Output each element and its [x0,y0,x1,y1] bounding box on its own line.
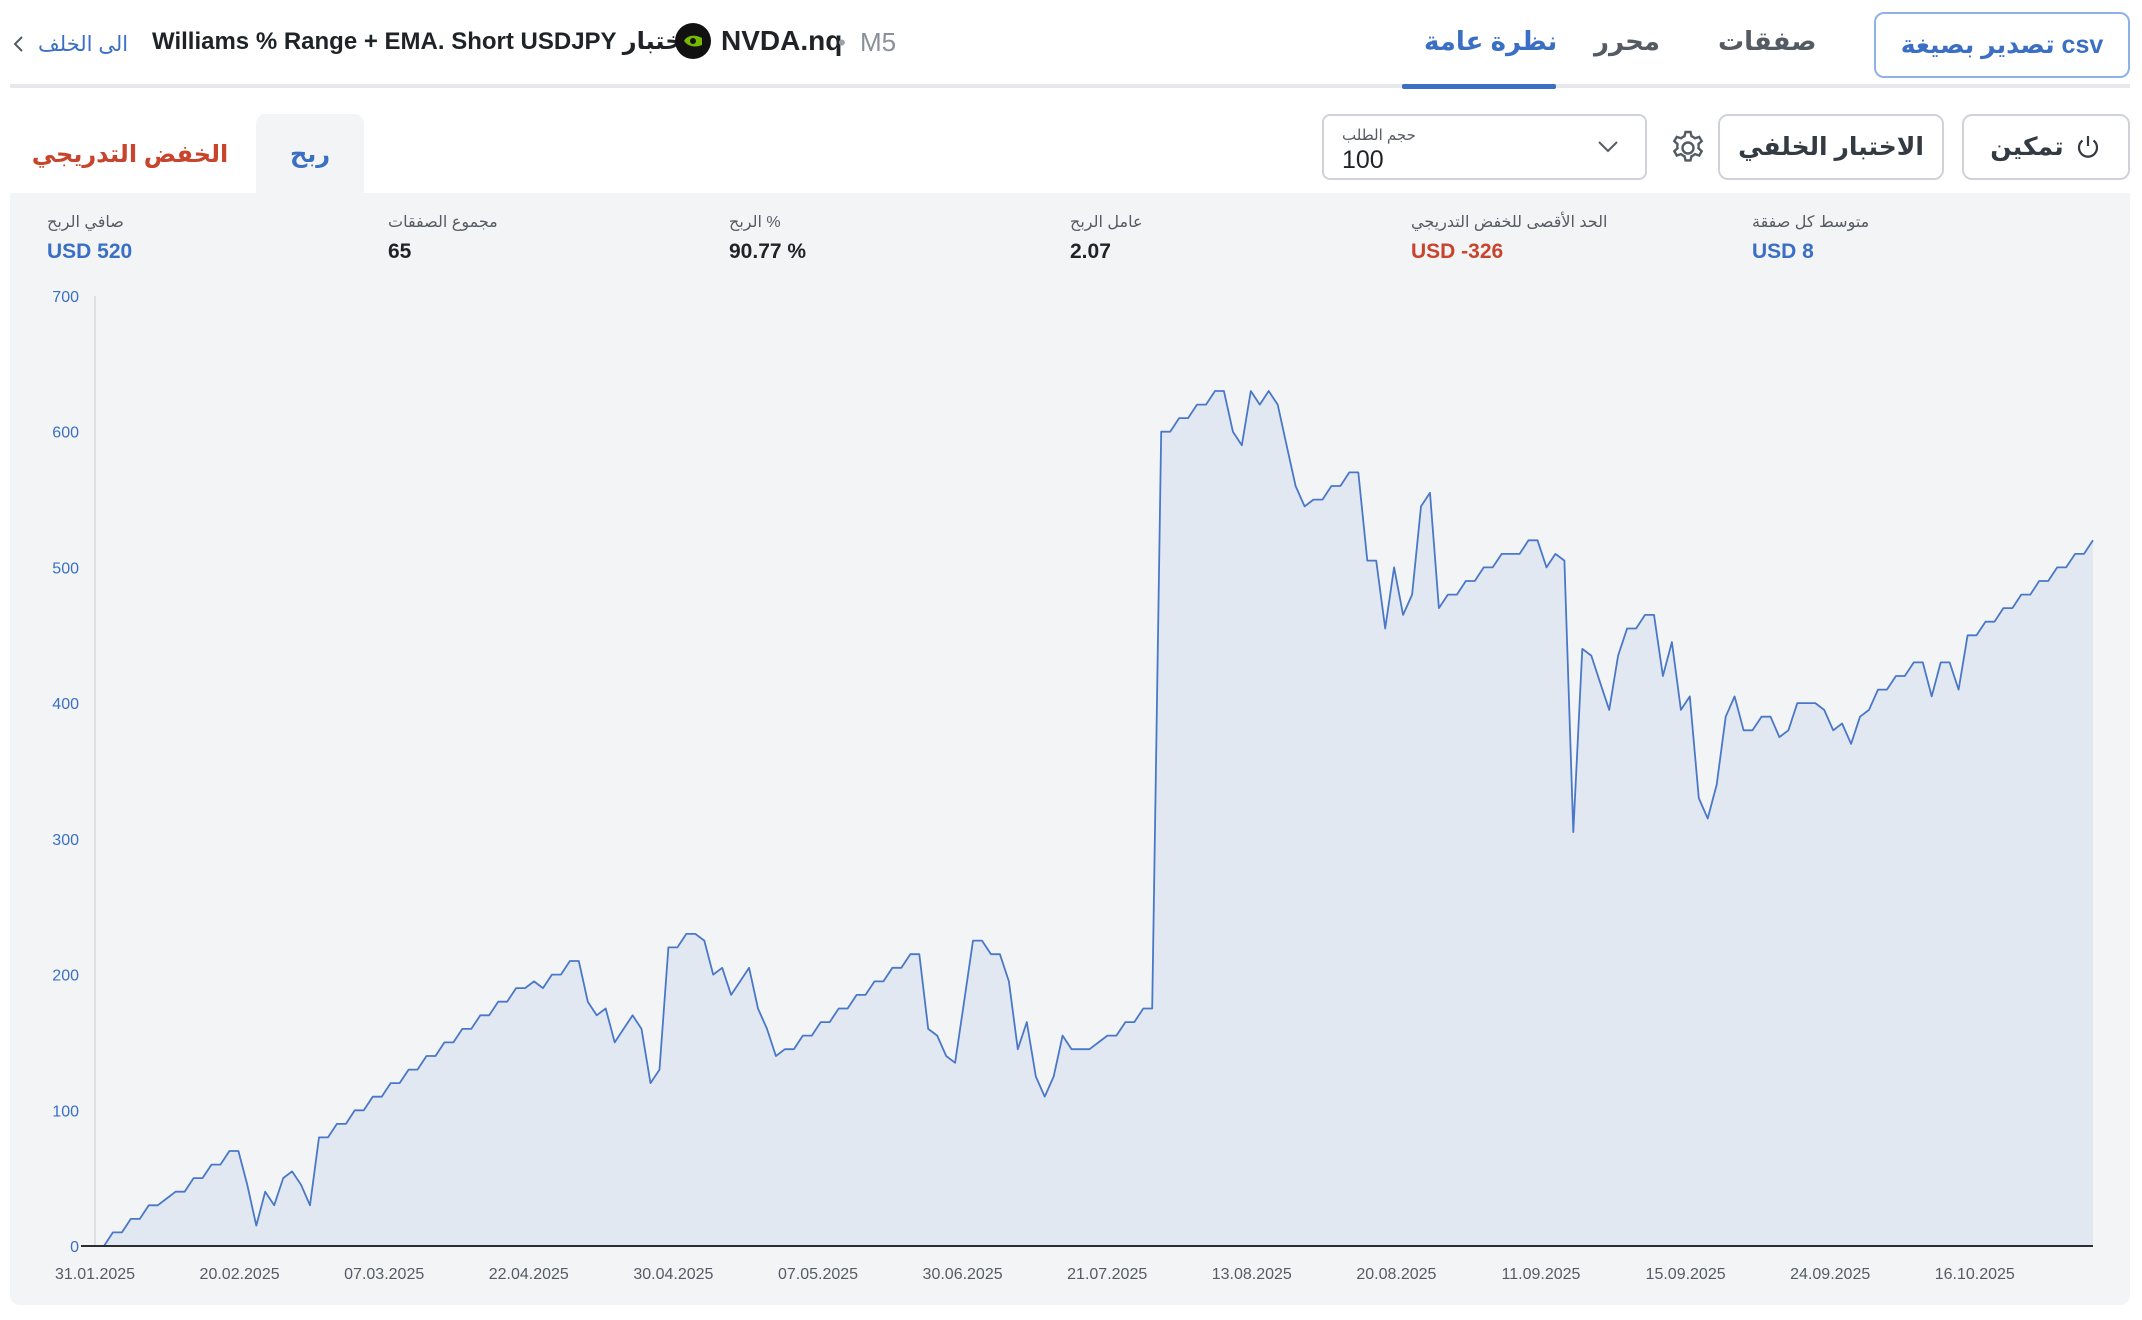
active-tab-indicator [1402,84,1556,89]
y-tick-label: 200 [52,968,79,985]
order-size-value: 100 [1342,146,1384,174]
enable-button[interactable]: تمكين [1962,114,2130,180]
stat-avg-trade: متوسط كل صفقة USD 8 [1752,212,1869,264]
stat-value: 65 [388,240,412,263]
stat-net-profit: صافي الربح USD 520 [47,212,132,264]
back-link[interactable]: الى الخلف [10,28,128,60]
stat-total-trades: مجموع الصفقات 65 [388,212,498,264]
stat-label: عامل الربح [1070,214,1143,231]
stat-value: 90.77 % [729,240,807,263]
subtab-drawdown[interactable]: الخفض التدريجي [31,140,229,168]
profit-line [95,390,2094,1247]
stat-label: صافي الربح [47,214,124,231]
x-tick-label: 22.04.2025 [489,1266,569,1283]
symbol-name: NVDA.nq [721,25,843,56]
stat-max-drawdown: الحد الأقصى للخفض التدريجي USD -326 [1411,212,1607,264]
tab-overview[interactable]: نظرة عامة [1424,26,1558,56]
backtest-label: الاختبار الخلفي [1738,133,1924,161]
tab-trades[interactable]: صفقات [1718,26,1817,56]
enable-label: تمكين [1990,133,2064,161]
y-tick-label: 600 [52,425,79,442]
x-tick-label: 21.07.2025 [1067,1266,1147,1283]
stat-value: 2.07 [1070,240,1111,263]
tab-editor[interactable]: محرر [1594,26,1660,56]
export-csv-label: تصدير بصيغة csv [1900,31,2104,59]
export-csv-button[interactable]: تصدير بصيغة csv [1874,12,2130,78]
order-size-label: حجم الطلب [1342,127,1416,144]
x-tick-label: 07.03.2025 [344,1266,424,1283]
x-tick-label: 11.09.2025 [1502,1266,1581,1283]
chevron-left-icon [13,36,23,52]
x-tick-label: 20.08.2025 [1356,1266,1436,1283]
x-tick-label: 07.05.2025 [778,1266,858,1283]
stat-value: USD 520 [47,240,133,263]
y-tick-label: 400 [52,696,79,713]
stat-label: الحد الأقصى للخفض التدريجي [1411,214,1608,231]
y-tick-label: 700 [52,289,79,306]
x-tick-label: 30.06.2025 [923,1266,1003,1283]
x-tick-label: 15.09.2025 [1646,1266,1726,1283]
order-size-select[interactable]: حجم الطلب 100 [1322,114,1647,180]
y-tick-label: 300 [52,832,79,849]
backtest-button[interactable]: الاختبار الخلفي [1718,114,1944,180]
chevron-down-icon [1598,141,1618,153]
stat-label: مجموع الصفقات [388,214,498,231]
back-label: الى الخلف [38,32,129,56]
y-tick-label: 0 [70,1239,79,1256]
stat-label: الربح % [729,214,781,231]
x-tick-label: 24.09.2025 [1790,1266,1870,1283]
separator-dot: • [838,30,846,55]
nvidia-logo-icon [675,23,711,59]
stat-value: USD -326 [1411,240,1504,263]
stat-profit-percent: الربح % 90.77 % [729,212,806,264]
profit-area [95,391,2093,1246]
x-tick-label: 13.08.2025 [1212,1266,1292,1283]
header-divider [10,84,2130,88]
subtab-profit[interactable]: ربح [256,114,364,194]
x-tick-label: 20.02.2025 [200,1266,280,1283]
stat-label: متوسط كل صفقة [1752,214,1870,231]
gear-icon[interactable] [1668,128,1708,168]
y-tick-label: 100 [52,1103,79,1120]
power-icon [2077,136,2098,158]
stat-value: USD 8 [1752,240,1814,263]
x-tick-label: 16.10.2025 [1935,1266,2015,1283]
x-tick-label: 30.04.2025 [633,1266,713,1283]
stat-profit-factor: عامل الربح 2.07 [1070,212,1142,264]
symbol-badge: NVDA.nq [675,23,842,59]
x-tick-label: 31.01.2025 [55,1266,135,1283]
timeframe-label: M5 [860,27,897,57]
y-tick-label: 500 [52,560,79,577]
